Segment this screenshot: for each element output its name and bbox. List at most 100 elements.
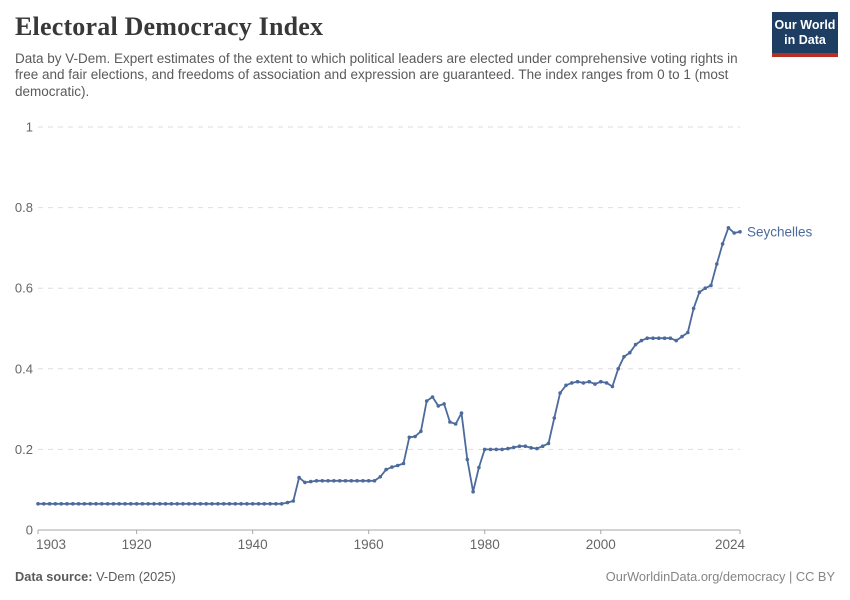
data-point[interactable] [709, 283, 713, 288]
data-point[interactable] [308, 479, 313, 484]
data-point[interactable] [343, 479, 348, 483]
data-point[interactable] [529, 446, 533, 450]
data-point[interactable] [378, 475, 383, 479]
data-point[interactable] [94, 502, 98, 506]
data-point[interactable] [268, 502, 272, 506]
data-points[interactable] [36, 226, 742, 506]
data-point[interactable] [366, 479, 371, 483]
data-point[interactable] [622, 354, 626, 359]
data-point[interactable] [216, 502, 220, 506]
data-point[interactable] [239, 502, 243, 506]
data-point[interactable] [506, 446, 510, 451]
data-point[interactable] [407, 435, 412, 440]
data-point[interactable] [511, 445, 516, 450]
data-point[interactable] [71, 502, 75, 506]
data-point[interactable] [674, 338, 678, 343]
data-point[interactable] [517, 444, 522, 449]
data-point[interactable] [604, 381, 609, 385]
data-point[interactable] [738, 230, 742, 234]
data-point[interactable] [163, 502, 168, 506]
entity-label[interactable]: Seychelles [747, 224, 813, 239]
data-point[interactable] [221, 502, 226, 506]
data-point[interactable] [279, 502, 284, 506]
data-point[interactable] [546, 441, 551, 446]
data-point[interactable] [42, 502, 46, 506]
data-point[interactable] [53, 502, 58, 506]
data-point[interactable] [662, 336, 667, 341]
data-point[interactable] [587, 379, 591, 384]
data-point[interactable] [175, 502, 179, 506]
data-point[interactable] [691, 306, 696, 311]
data-point[interactable] [651, 336, 655, 341]
data-point[interactable] [181, 502, 185, 506]
data-point[interactable] [424, 399, 429, 403]
data-point[interactable] [76, 502, 81, 506]
data-point[interactable] [146, 502, 150, 506]
data-point[interactable] [570, 381, 574, 385]
data-point[interactable] [210, 502, 214, 506]
data-point[interactable] [140, 502, 145, 506]
data-point[interactable] [715, 262, 719, 266]
data-point[interactable] [500, 447, 504, 452]
seychelles-line[interactable] [37, 226, 741, 505]
data-point[interactable] [645, 336, 649, 341]
data-point[interactable] [523, 444, 528, 449]
data-point[interactable] [593, 382, 597, 386]
data-point[interactable] [575, 379, 580, 384]
data-point[interactable] [47, 502, 52, 506]
data-point[interactable] [82, 502, 87, 506]
data-point[interactable] [274, 502, 278, 506]
data-point[interactable] [233, 502, 238, 506]
data-point[interactable] [726, 226, 731, 230]
data-point[interactable] [291, 499, 296, 503]
data-point[interactable] [732, 231, 736, 235]
data-point[interactable] [198, 502, 203, 506]
data-point[interactable] [581, 381, 586, 385]
data-point[interactable] [482, 447, 487, 452]
data-point[interactable] [430, 395, 435, 399]
data-point[interactable] [436, 404, 441, 408]
data-point[interactable] [703, 286, 707, 291]
data-point[interactable] [401, 461, 406, 466]
data-point[interactable] [100, 502, 104, 506]
data-point[interactable] [413, 434, 417, 439]
data-point[interactable] [187, 502, 191, 506]
data-point[interactable] [245, 502, 249, 506]
data-point[interactable] [384, 467, 388, 472]
data-point[interactable] [610, 384, 615, 389]
data-point[interactable] [372, 479, 377, 483]
data-point[interactable] [332, 479, 336, 483]
data-point[interactable] [36, 502, 40, 506]
data-point[interactable] [337, 479, 342, 483]
data-point[interactable] [494, 447, 499, 452]
data-point[interactable] [616, 367, 620, 371]
data-point[interactable] [326, 479, 330, 483]
data-point[interactable] [297, 475, 301, 480]
data-point[interactable] [697, 290, 702, 295]
data-point[interactable] [540, 444, 545, 449]
data-point[interactable] [320, 479, 325, 483]
data-point[interactable] [558, 391, 562, 395]
data-point[interactable] [535, 446, 539, 451]
data-point[interactable] [129, 502, 133, 506]
data-point[interactable] [633, 342, 638, 347]
data-point[interactable] [720, 242, 725, 246]
data-point[interactable] [117, 502, 121, 506]
data-point[interactable] [419, 429, 423, 434]
data-point[interactable] [453, 422, 458, 426]
data-point[interactable] [686, 330, 690, 335]
data-point[interactable] [111, 502, 116, 506]
data-point[interactable] [134, 502, 139, 506]
data-point[interactable] [488, 447, 493, 452]
data-point[interactable] [256, 502, 261, 506]
data-point[interactable] [465, 457, 470, 462]
data-point[interactable] [349, 479, 354, 483]
data-point[interactable] [192, 502, 197, 506]
data-point[interactable] [599, 379, 603, 384]
data-point[interactable] [680, 334, 684, 339]
data-point[interactable] [564, 383, 568, 388]
data-point[interactable] [262, 502, 267, 506]
data-point[interactable] [639, 338, 644, 343]
data-point[interactable] [355, 479, 359, 483]
